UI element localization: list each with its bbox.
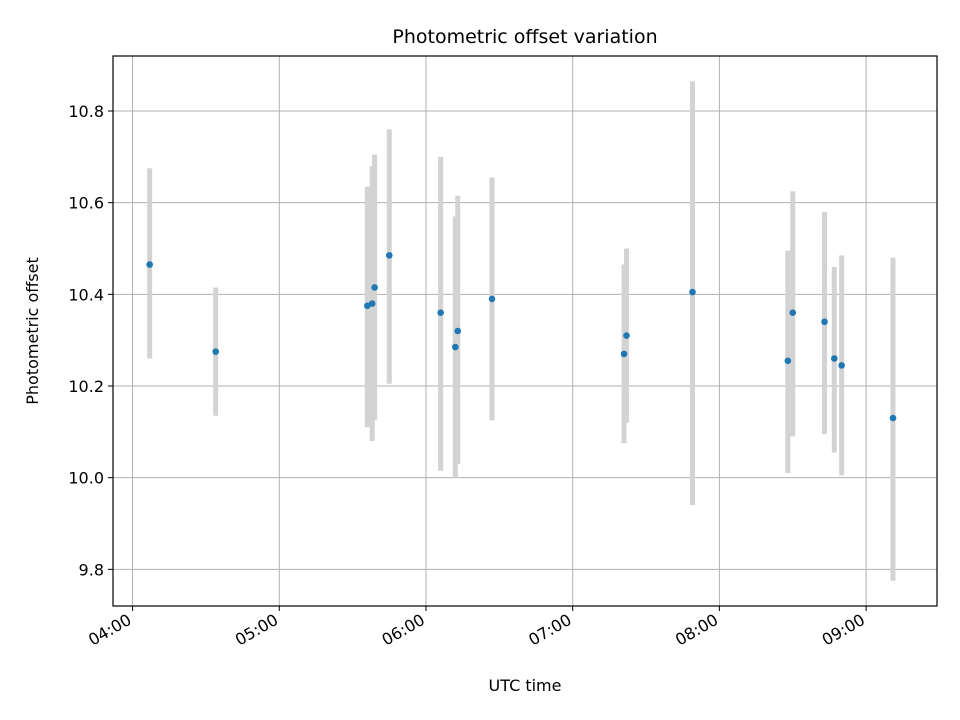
data-point xyxy=(488,295,496,303)
data-point xyxy=(620,350,628,358)
y-tick-label: 10.0 xyxy=(68,469,104,488)
plot-frame xyxy=(112,55,938,607)
y-tick-label: 10.8 xyxy=(68,102,104,121)
data-point xyxy=(454,327,462,335)
data-point xyxy=(437,309,444,316)
data-point xyxy=(821,318,828,326)
data-points xyxy=(146,252,897,422)
y-tick-label: 9.8 xyxy=(79,560,104,579)
y-tick-label: 10.4 xyxy=(68,285,104,304)
data-point xyxy=(789,309,797,316)
data-point xyxy=(831,355,838,362)
data-point xyxy=(889,414,897,422)
data-point xyxy=(689,288,696,296)
data-point xyxy=(623,332,630,339)
y-tick-label: 10.6 xyxy=(68,194,104,213)
data-point xyxy=(385,252,393,259)
data-point xyxy=(368,300,376,307)
data-point xyxy=(212,348,219,355)
x-axis-title: UTC time xyxy=(489,676,562,695)
y-axis-ticks: 9.8 10.0 10.2 10.4 10.6 10.8 xyxy=(68,102,113,579)
y-tick-label: 10.2 xyxy=(68,377,104,396)
data-point xyxy=(371,284,378,291)
grid xyxy=(113,56,937,606)
data-point xyxy=(363,302,371,310)
data-point xyxy=(784,357,792,365)
data-point xyxy=(146,261,153,268)
y-axis-title: Photometric offset xyxy=(23,257,42,405)
data-point xyxy=(452,343,459,351)
data-point xyxy=(838,362,845,369)
chart-title: Photometric offset variation xyxy=(392,26,657,48)
